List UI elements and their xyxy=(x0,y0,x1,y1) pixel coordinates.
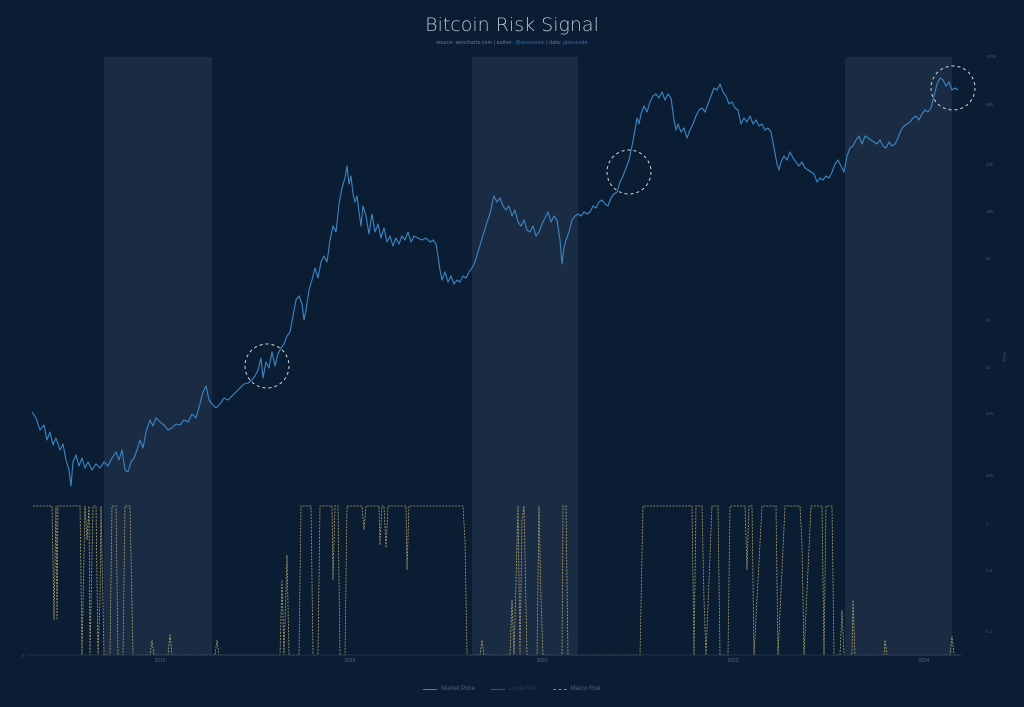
signal-circle-2024 xyxy=(930,65,976,111)
legend-swatch-macro xyxy=(552,688,567,690)
market-price-line xyxy=(31,77,959,487)
x-tick-2020: 2020 xyxy=(536,658,547,664)
chart-title: Bitcoin Risk Signal xyxy=(425,14,599,36)
shaded-period-3 xyxy=(845,57,952,655)
legend-label: Market Price xyxy=(441,686,475,692)
price-tick-8: 200 xyxy=(986,473,994,478)
subtitle-data-label: | data: xyxy=(546,40,562,46)
subtitle-source: source: woocharts.com xyxy=(436,40,492,46)
risk-tick-2: 0.1 xyxy=(986,629,993,634)
legend-macro-risk[interactable]: Macro Risk xyxy=(552,686,601,692)
signal-circle-2017 xyxy=(244,343,290,389)
legend-swatch-local xyxy=(490,688,505,690)
x-tick-2024: 2024 xyxy=(918,658,929,664)
x-tick-2022: 2022 xyxy=(727,658,738,664)
price-tick-6: 1k xyxy=(986,365,992,370)
x-tick-2018: 2018 xyxy=(344,658,355,664)
legend-swatch-price xyxy=(423,688,438,690)
legend-market-price[interactable]: Market Price xyxy=(423,686,475,692)
risk-tick-0: 1 xyxy=(986,521,989,526)
risk-tick-3: 0 xyxy=(22,653,25,658)
subtitle-author-label: | author: xyxy=(493,40,514,46)
price-tick-5: 2k xyxy=(986,318,992,323)
legend-label: Local Risk xyxy=(508,686,537,692)
risk-tick-1: 0.5 xyxy=(986,568,993,573)
price-tick-2: 20k xyxy=(986,162,994,167)
data-source-link[interactable]: glassnode xyxy=(563,40,588,46)
legend-local-risk[interactable]: Local Risk xyxy=(490,686,537,692)
x-tick-2016: 2016 xyxy=(154,658,165,664)
price-tick-4: 5k xyxy=(986,256,992,261)
price-tick-0: 100k xyxy=(986,54,997,59)
price-axis-title: Price xyxy=(1002,352,1007,363)
shaded-period-1 xyxy=(104,57,212,655)
macro-risk-line xyxy=(33,505,960,656)
price-tick-1: 50k xyxy=(986,102,994,107)
chart-subtitle: source: woocharts.com | author: @woonomi… xyxy=(0,40,1024,46)
price-tick-3: 10k xyxy=(986,209,994,214)
legend-label: Macro Risk xyxy=(570,686,601,692)
price-tick-7: 500 xyxy=(986,411,994,416)
author-link[interactable]: @woonomic xyxy=(515,40,545,46)
legend: Market Price Local Risk Macro Risk xyxy=(0,686,1024,692)
signal-circle-2020 xyxy=(606,149,652,195)
